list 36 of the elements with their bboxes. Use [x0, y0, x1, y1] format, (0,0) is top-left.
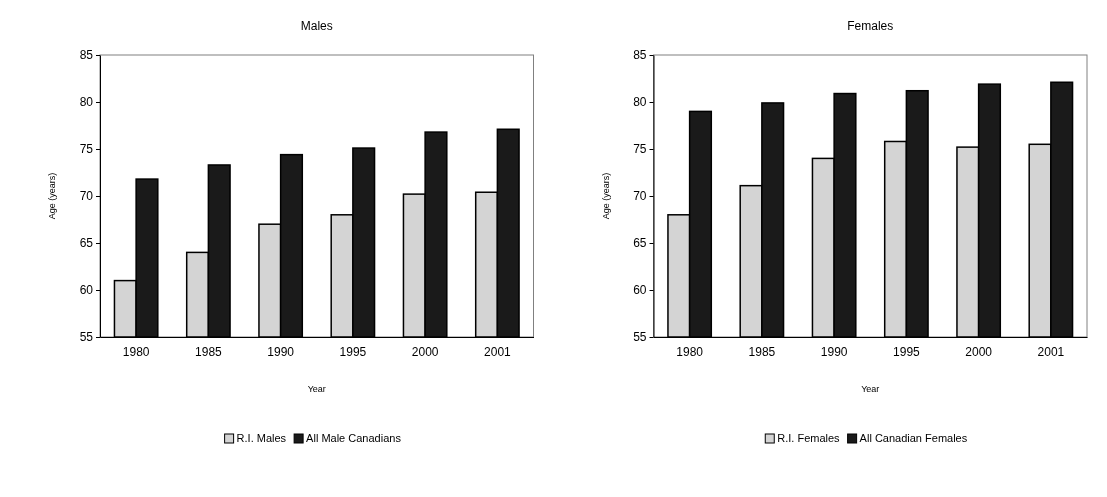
x-tick-label: 1995	[893, 344, 921, 359]
x-tick-label: 1980	[676, 344, 704, 359]
y-tick-label: 55	[79, 330, 94, 345]
y-tick-label: 85	[79, 48, 94, 63]
y-tick-label: 80	[633, 95, 647, 110]
legend-label: All Canadian Females	[859, 432, 968, 444]
y-tick-label: 80	[79, 95, 94, 110]
y-tick-label: 60	[79, 283, 94, 298]
x-tick-label: 1990	[820, 344, 848, 359]
y-tick-label: 55	[633, 330, 647, 345]
x-tick-label: 2001	[484, 344, 512, 359]
x-axis-title: Year	[861, 384, 880, 394]
legend-label: All Male Canadians	[306, 432, 402, 444]
y-tick-label: 70	[79, 189, 94, 204]
x-tick-label: 1980	[122, 344, 150, 359]
y-tick-label: 60	[633, 283, 647, 298]
y-axis-title: Age (years)	[600, 172, 611, 220]
chart-title: Females	[847, 19, 894, 33]
x-tick-label: 2001	[1037, 344, 1065, 359]
legend-label: R.I. Males	[236, 432, 287, 444]
y-tick-label: 65	[633, 236, 647, 251]
y-tick-label: 70	[633, 189, 647, 204]
x-axis-title: Year	[307, 384, 326, 394]
legend-label: R.I. Females	[777, 432, 841, 444]
y-tick-label: 75	[79, 142, 94, 157]
y-tick-label: 85	[633, 48, 647, 63]
x-tick-label: 1985	[195, 344, 223, 359]
x-tick-label: 1985	[748, 344, 776, 359]
x-tick-label: 2000	[965, 344, 993, 359]
x-tick-label: 1995	[339, 344, 367, 359]
y-axis-title: Age (years)	[47, 172, 57, 220]
x-tick-label: 2000	[411, 344, 439, 359]
y-tick-label: 75	[633, 142, 647, 157]
y-tick-label: 65	[79, 236, 94, 251]
x-tick-label: 1990	[267, 344, 295, 359]
chart-title: Males	[300, 19, 333, 33]
